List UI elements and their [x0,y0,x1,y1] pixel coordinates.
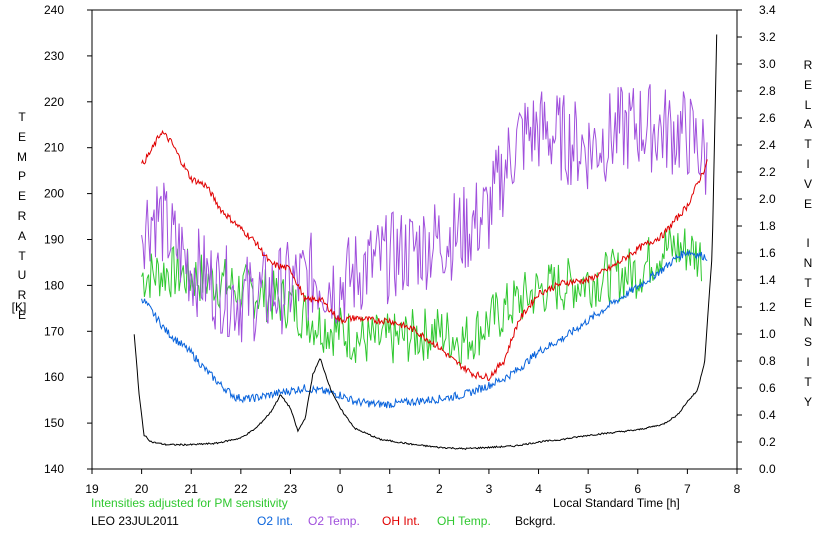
x-tick-label: 3 [486,482,493,496]
series-line [141,84,708,343]
x-tick-label: 6 [634,482,641,496]
legend-oh-temp: OH Temp. [437,514,491,528]
right-tick-label: 3.0 [759,57,776,71]
right-axis-letter: E [803,295,812,310]
left-tick-label: 230 [44,49,64,63]
right-axis-letter: Y [803,394,812,409]
series-line [141,249,708,409]
right-axis-letter: T [804,137,812,152]
plot-frame [91,9,738,470]
left-tick-label: 220 [44,95,64,109]
x-tick-label: 1 [386,482,393,496]
right-axis: 0.0 0.2 0.4 0.6 0.8 1.0 1.2 1.4 1.6 1.8 2.0 2.2 2.4 2… [737,3,776,476]
left-axis-letter: U [17,268,27,283]
right-tick-label: 2.6 [759,111,776,125]
right-axis-letter: S [803,335,812,350]
right-tick-label: 0.4 [759,408,776,422]
x-tick-label: 21 [185,482,199,496]
right-tick-label: 0.2 [759,435,776,449]
x-tick-label: 0 [337,482,344,496]
legend-background: Bckgrd. [515,514,556,528]
left-tick-label: 210 [44,141,64,155]
left-axis-letter: A [17,228,26,243]
right-axis-letter: N [803,255,813,270]
right-axis-letter: I [806,236,810,251]
station-label: LEO 23JUL2011 [91,514,179,528]
series-line [141,227,702,366]
left-axis-letter: R [17,288,27,303]
x-tick-label: 4 [535,482,542,496]
left-axis-letter: E [17,129,26,144]
right-tick-label: 2.4 [759,138,776,152]
right-axis-letter: T [804,275,812,290]
left-axis-letter: P [17,169,26,184]
right-tick-label: 1.6 [759,246,776,260]
x-tick-label: 22 [234,482,248,496]
x-axis-label: Local Standard Time [h] [553,496,680,510]
right-axis-letter: R [803,58,813,72]
legend-o2-temp: O2 Temp. [308,514,360,528]
left-tick-label: 180 [44,278,64,292]
right-tick-label: 2.2 [759,165,776,179]
left-axis-letter: T [18,110,26,124]
legend-o2-int: O2 Int. [257,514,294,528]
left-tick-label: 190 [44,233,64,247]
x-tick-label: 23 [284,482,298,496]
legend-oh-int: OH Int. [382,514,421,528]
right-tick-label: 1.8 [759,219,776,233]
x-tick-label: 5 [585,482,592,496]
x-axis: 19 20 21 22 23 0 1 2 3 4 5 6 7 8 [85,469,741,496]
left-axis-letter: M [17,149,27,164]
left-tick-label: 160 [44,370,64,384]
right-axis-letter: E [803,196,812,211]
right-tick-label: 0.6 [759,381,776,395]
note-text: Intensities adjusted for PM sensitivity [91,496,288,510]
right-tick-label: 3.2 [759,30,776,44]
right-axis-letter: T [804,374,812,389]
right-axis-letter: L [804,97,812,112]
x-tick-label: 7 [684,482,691,496]
left-axis-letter: E [17,189,26,204]
right-axis-letter: I [806,354,810,369]
right-tick-label: 1.2 [759,300,776,314]
right-axis-letter: E [803,77,812,92]
right-tick-label: 1.4 [759,273,776,287]
right-tick-label: 3.4 [759,3,776,17]
x-tick-label: 8 [734,482,741,496]
left-axis-unit: [K] [11,300,27,314]
right-axis-letter: V [803,176,812,191]
series-line [133,34,718,451]
left-tick-label: 170 [44,324,64,338]
right-axis-letter: N [803,315,813,330]
right-axis-gap [796,214,820,234]
right-tick-label: 0.8 [759,354,776,368]
right-axis-letter: A [803,117,812,132]
left-axis: 140 150 160 170 180 190 200 210 220 230 240 [44,3,92,476]
right-axis-letter: I [806,156,810,171]
right-tick-label: 2.0 [759,192,776,206]
left-tick-label: 240 [44,3,64,17]
x-tick-label: 20 [135,482,149,496]
left-tick-label: 200 [44,187,64,201]
left-tick-label: 150 [44,416,64,430]
x-tick-label: 2 [436,482,443,496]
left-axis-letter: R [17,208,27,223]
series-lines [133,34,718,451]
right-tick-label: 1.0 [759,327,776,341]
right-tick-label: 2.8 [759,84,776,98]
left-tick-label: 140 [44,462,64,476]
series-line [141,129,708,382]
x-tick-label: 19 [85,482,99,496]
left-axis-letter: T [18,248,26,263]
left-axis-letter: E [17,307,26,322]
right-tick-label: 0.0 [759,462,776,476]
